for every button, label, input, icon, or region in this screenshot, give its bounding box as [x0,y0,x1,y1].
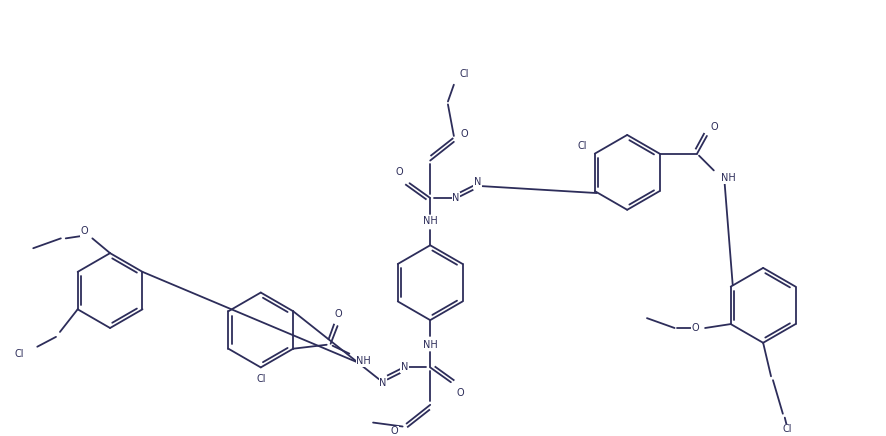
Text: O: O [395,167,403,177]
Text: N: N [452,193,459,203]
Text: N: N [473,177,480,187]
Text: Cl: Cl [577,141,587,151]
Text: NH: NH [423,216,437,226]
Text: O: O [81,226,89,236]
Text: NH: NH [720,173,734,183]
Text: N: N [400,362,408,372]
Text: O: O [461,129,468,139]
Text: O: O [334,309,342,319]
Text: NH: NH [356,357,370,367]
Text: Cl: Cl [459,69,469,79]
Text: Cl: Cl [781,425,790,434]
Text: O: O [391,426,398,436]
Text: O: O [456,388,464,398]
Text: Cl: Cl [15,349,25,359]
Text: Cl: Cl [256,374,265,384]
Text: O: O [711,122,718,132]
Text: N: N [379,378,386,388]
Text: O: O [691,323,698,333]
Text: NH: NH [423,340,437,350]
